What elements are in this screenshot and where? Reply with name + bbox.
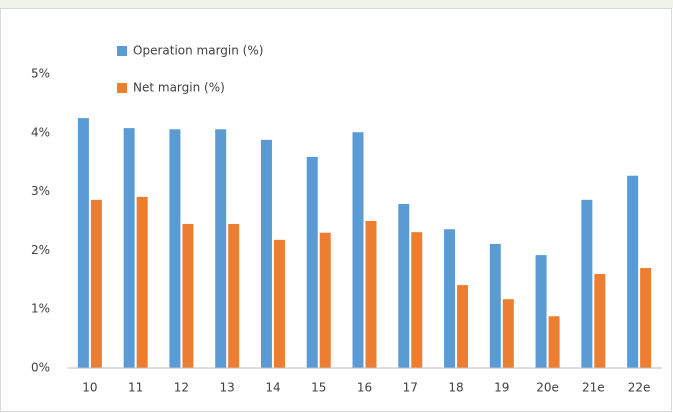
bar (352, 132, 364, 368)
bar (90, 199, 102, 368)
bar (228, 223, 240, 368)
x-tick-label: 14 (265, 381, 280, 395)
bar (182, 223, 194, 368)
bar (581, 199, 593, 368)
x-tick-label: 17 (403, 381, 418, 395)
x-tick-label: 11 (128, 381, 143, 395)
bar (411, 232, 423, 368)
y-tick-label: 3% (31, 184, 50, 198)
bar (319, 232, 331, 368)
bar (215, 129, 227, 368)
bar (502, 299, 514, 368)
bar (306, 156, 318, 368)
legend-swatch (117, 83, 127, 93)
bar (457, 285, 469, 368)
bar (123, 128, 135, 368)
x-tick-label: 16 (357, 381, 372, 395)
x-tick-label: 10 (82, 381, 97, 395)
bar (594, 273, 606, 368)
y-tick-label: 1% (31, 302, 50, 316)
y-tick-label: 0% (31, 361, 50, 375)
bar (535, 255, 547, 368)
bar (273, 239, 285, 368)
bar (260, 139, 272, 368)
legend-label: Net margin (%) (133, 81, 225, 95)
top-strip (0, 0, 673, 8)
x-tick-label: 15 (311, 381, 326, 395)
bar (365, 221, 377, 368)
bar (627, 175, 639, 368)
x-tick-label: 20e (536, 381, 559, 395)
x-tick-label: 19 (494, 381, 509, 395)
chart-frame (0, 8, 672, 412)
bar (489, 243, 501, 368)
x-tick-label: 21e (582, 381, 605, 395)
bar (640, 268, 652, 368)
x-tick-label: 12 (174, 381, 189, 395)
x-tick-label: 13 (220, 381, 235, 395)
bar (169, 129, 181, 368)
x-tick-label: 18 (448, 381, 463, 395)
bar (444, 229, 456, 368)
y-tick-label: 5% (31, 67, 50, 81)
bar (548, 316, 560, 368)
legend-label: Operation margin (%) (133, 44, 263, 58)
x-tick-label: 22e (628, 381, 651, 395)
y-tick-label: 4% (31, 125, 50, 139)
bar (136, 196, 148, 368)
bar (77, 118, 89, 368)
legend-swatch (117, 46, 127, 56)
y-tick-label: 2% (31, 243, 50, 257)
bar (398, 203, 410, 368)
